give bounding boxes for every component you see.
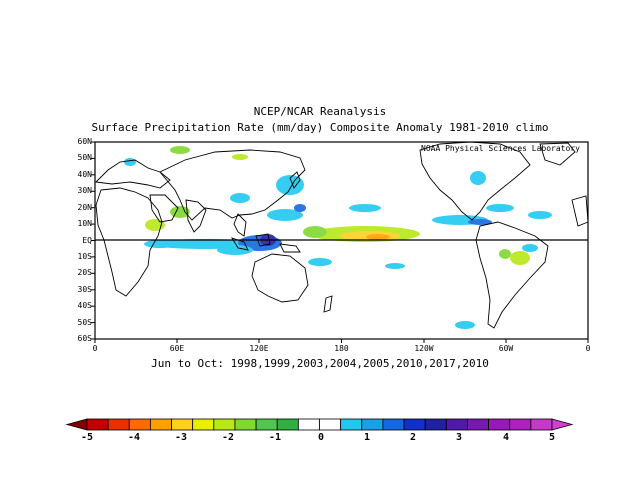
coastlines	[95, 141, 589, 329]
colorbar-swatch	[467, 418, 489, 431]
colorbar-min-arrow	[65, 418, 88, 431]
lat-label: EQ	[82, 235, 92, 245]
colorbar-swatch	[488, 418, 511, 431]
lat-label: 10N	[77, 219, 92, 229]
axis-ticks	[91, 141, 589, 343]
colorbar-swatch	[382, 418, 405, 431]
colorbar-swatch	[150, 418, 172, 431]
lat-label: 60S	[77, 334, 92, 343]
map-subtitle-variable: Surface Precipitation Rate (mm/day) Comp…	[91, 121, 549, 134]
colorbar-swatch	[234, 418, 257, 431]
credit-label: NOAA Physical Sciences Laboratory	[421, 144, 580, 153]
colorbar-swatch	[340, 418, 363, 431]
colorbar-swatch	[361, 418, 384, 431]
colorbar-label: 4	[502, 432, 510, 443]
lat-label: 50N	[77, 153, 92, 163]
colorbar-swatch	[403, 418, 426, 431]
colorbar-swatch	[530, 418, 553, 431]
colorbar-label: 0	[317, 432, 325, 443]
map-title: NCEP/NCAR Reanalysis	[253, 105, 387, 118]
anomaly-shading	[124, 146, 552, 329]
colorbar-label: 5	[548, 432, 556, 443]
lon-label: 0	[92, 344, 98, 353]
lat-label: 10S	[77, 251, 92, 261]
lon-label: 60W	[498, 344, 514, 353]
lat-label: 20N	[77, 202, 92, 212]
colorbar-swatch	[86, 418, 109, 431]
colorbar-swatch	[319, 418, 342, 431]
colorbar-swatch	[424, 418, 447, 431]
composite-years-label: Jun to Oct: 1998,1999,2003,2004,2005,201…	[151, 357, 489, 370]
colorbar-label: 2	[409, 432, 417, 443]
lat-label: 20S	[77, 268, 92, 278]
colorbar-swatch	[445, 418, 468, 431]
colorbar-label: -2	[221, 432, 235, 443]
colorbar-label: -1	[268, 432, 282, 443]
colorbar-swatch	[213, 418, 236, 431]
colorbar-swatch	[509, 418, 532, 431]
lon-label: 120W	[414, 344, 434, 353]
lon-label: 120E	[249, 344, 269, 353]
lat-label: 30S	[77, 284, 92, 294]
colorbar-swatch	[255, 418, 278, 431]
lat-label: 50S	[77, 317, 92, 327]
colorbar-swatch	[107, 418, 130, 431]
colorbar-max-arrow	[551, 418, 574, 431]
colorbar-swatch	[297, 418, 320, 431]
lon-label: 180	[334, 344, 349, 353]
colorbar-label: -3	[174, 432, 188, 443]
colorbar-swatch	[276, 418, 299, 431]
map-plot-area	[91, 141, 589, 343]
lon-label: 0	[585, 344, 591, 353]
lat-label: 30N	[77, 186, 92, 196]
colorbar	[65, 418, 574, 431]
colorbar-swatch	[128, 418, 151, 431]
lat-label: 40N	[77, 169, 92, 179]
colorbar-swatch	[192, 418, 215, 431]
colorbar-label: -5	[80, 432, 94, 443]
colorbar-label: 1	[363, 432, 371, 443]
lat-label: 40S	[77, 301, 92, 311]
lat-label: 60N	[77, 137, 92, 146]
colorbar-label: 3	[455, 432, 463, 443]
colorbar-label: -4	[127, 432, 141, 443]
lon-label: 60E	[169, 344, 185, 353]
colorbar-swatch	[171, 418, 194, 431]
